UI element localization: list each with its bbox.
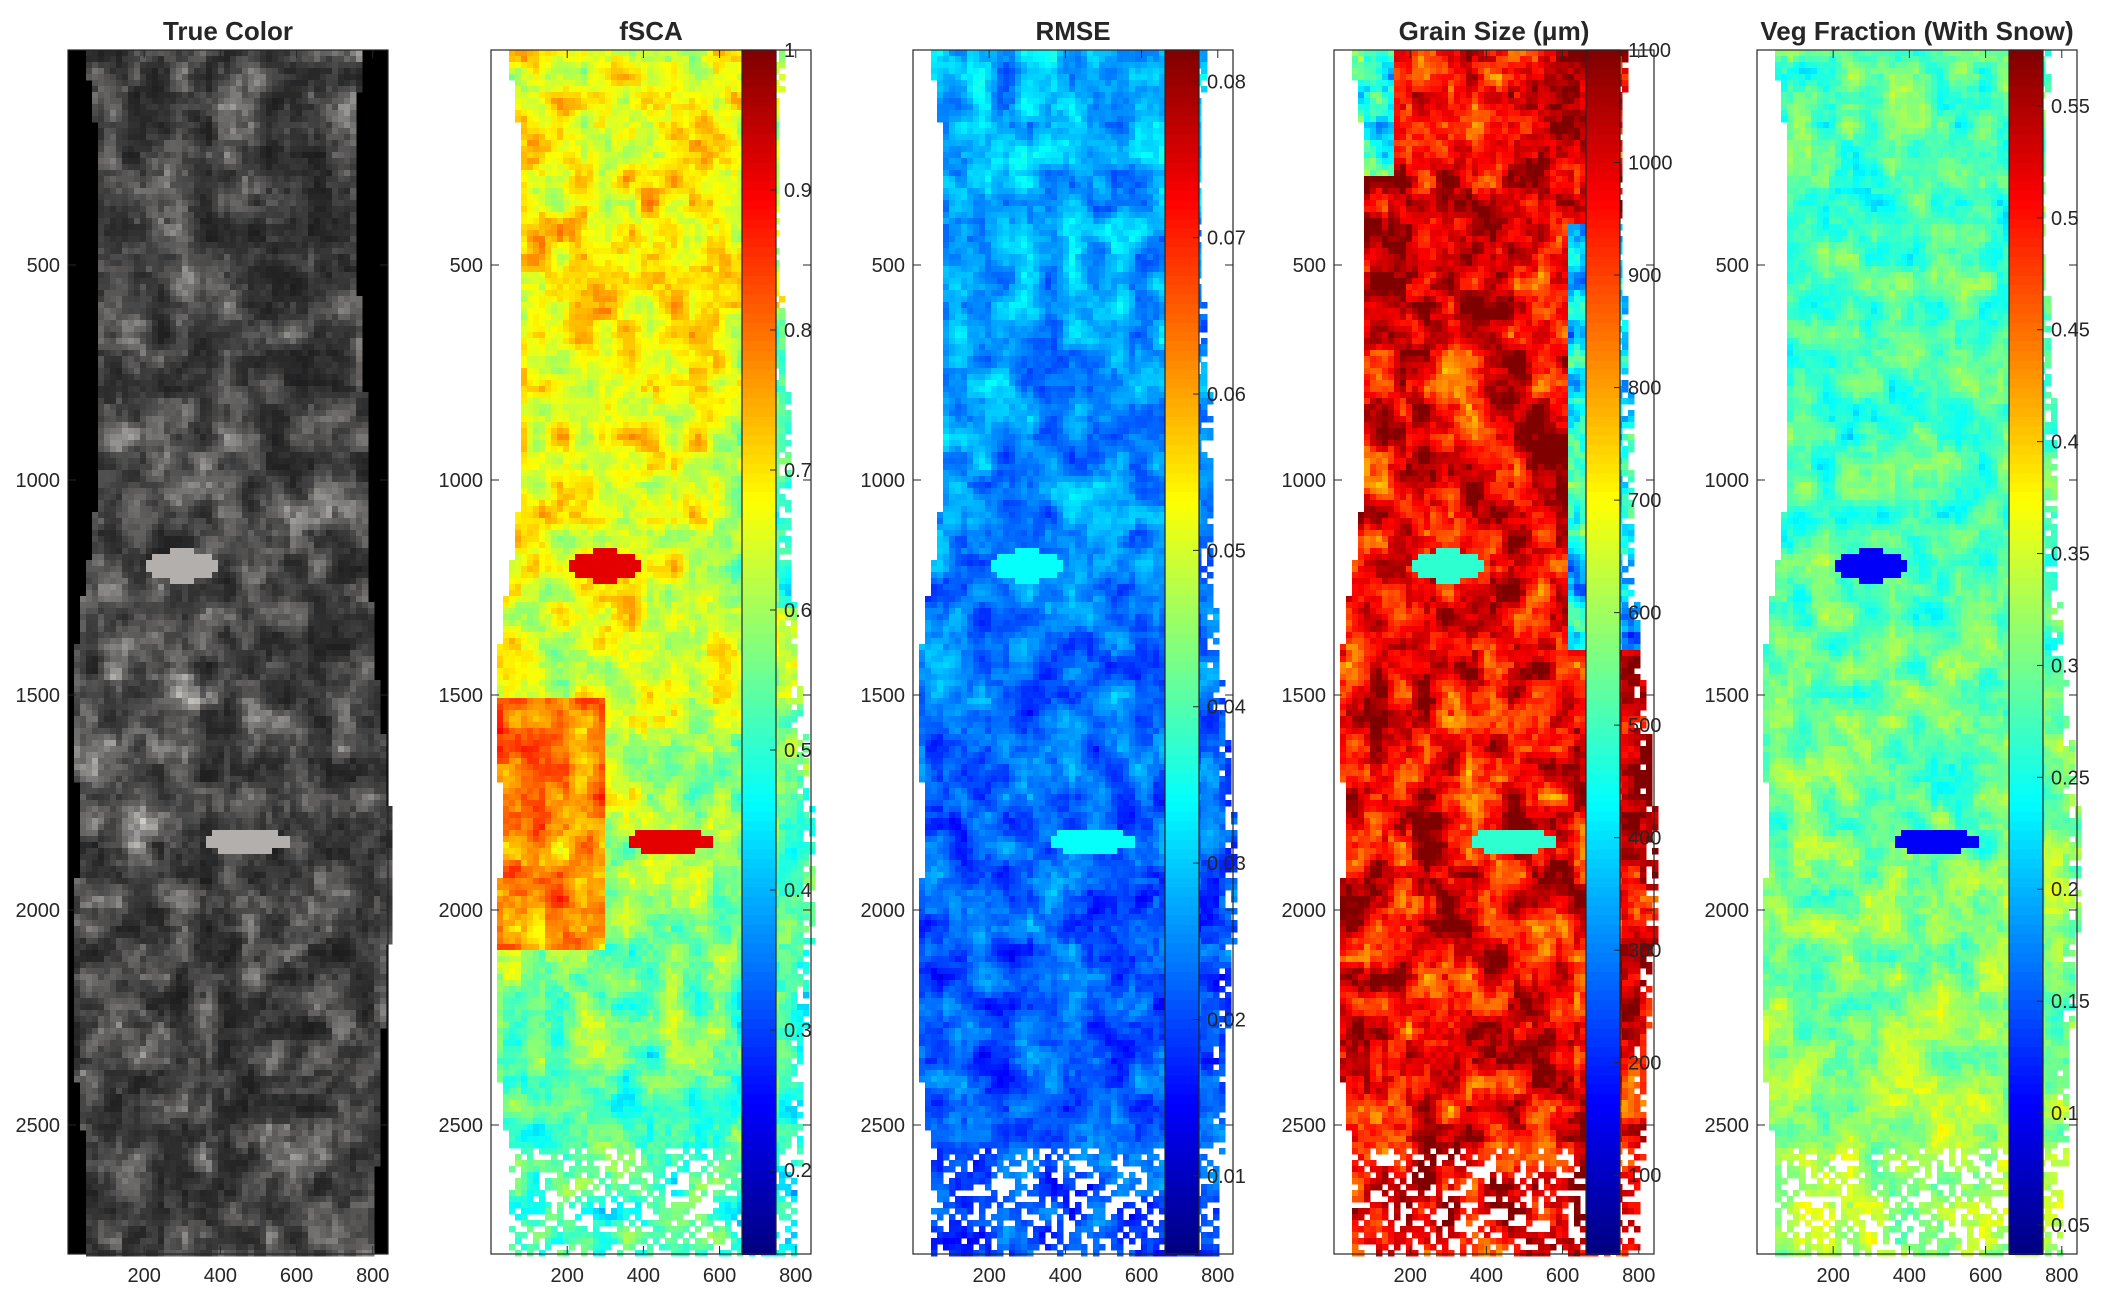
panel-3: RMSE 200 400 600 800 500 1000 1500 2000 2500 0.08 0… xyxy=(861,16,1246,1287)
y-tick-label: 2000 xyxy=(1282,900,1327,922)
colorbar-tick-label: 0.08 xyxy=(1207,71,1246,93)
y-tick-label: 2500 xyxy=(861,1115,906,1137)
x-tick-label: 200 xyxy=(551,1265,584,1287)
colorbar-tick-label: 0.3 xyxy=(784,1020,812,1042)
y-tick-label: 2000 xyxy=(861,900,906,922)
colorbar-tick-label: 0.05 xyxy=(1207,540,1246,562)
colorbar-tick-label: 600 xyxy=(1628,603,1661,625)
y-tick-label: 1500 xyxy=(439,685,484,707)
colorbar-tick-label: 0.01 xyxy=(1207,1166,1246,1188)
y-tick-label: 1000 xyxy=(861,470,906,492)
colorbar-tick-label: 0.1 xyxy=(2051,1103,2079,1125)
y-tick-label: 500 xyxy=(872,255,905,277)
y-tick-label: 1500 xyxy=(1282,685,1327,707)
colorbar-tick-label: 400 xyxy=(1628,828,1661,850)
y-tick-label: 2000 xyxy=(16,900,61,922)
panel-1-title: True Color xyxy=(163,16,293,46)
colorbar-tick-label: 0.45 xyxy=(2051,320,2090,342)
colorbar-tick-label: 0.2 xyxy=(2051,879,2079,901)
x-tick-label: 800 xyxy=(2045,1265,2078,1287)
y-tick-label: 500 xyxy=(27,255,60,277)
colorbar-tick-label: 0.25 xyxy=(2051,767,2090,789)
colorbar-tick-label: 300 xyxy=(1628,940,1661,962)
y-tick-label: 1000 xyxy=(439,470,484,492)
x-tick-label: 800 xyxy=(779,1265,812,1287)
colorbar-tick-label: 0.7 xyxy=(784,460,812,482)
y-tick-label: 1000 xyxy=(1282,470,1327,492)
colorbar-tick-label: 0.4 xyxy=(2051,432,2079,454)
colorbar-tick-label: 200 xyxy=(1628,1053,1661,1075)
y-tick-label: 1500 xyxy=(16,685,61,707)
panel-2-title: fSCA xyxy=(619,16,683,46)
x-tick-label: 600 xyxy=(1546,1265,1579,1287)
colorbar-tick-label: 0.5 xyxy=(784,740,812,762)
x-tick-label: 400 xyxy=(627,1265,660,1287)
y-tick-label: 500 xyxy=(1716,255,1749,277)
y-tick-label: 2500 xyxy=(16,1115,61,1137)
colorbar-tick-label: 800 xyxy=(1628,378,1661,400)
colorbar-tick-label: 0.03 xyxy=(1207,853,1246,875)
x-tick-label: 600 xyxy=(703,1265,736,1287)
colorbar-tick-label: 900 xyxy=(1628,265,1661,287)
colorbar-tick-label: 0.3 xyxy=(2051,655,2079,677)
x-tick-label: 600 xyxy=(280,1265,313,1287)
x-tick-label: 200 xyxy=(1394,1265,1427,1287)
x-tick-label: 200 xyxy=(973,1265,1006,1287)
x-tick-label: 800 xyxy=(356,1265,389,1287)
colorbar-tick-label: 1100 xyxy=(1628,40,1671,62)
colorbar-tick-label: 700 xyxy=(1628,490,1661,512)
x-tick-label: 600 xyxy=(1969,1265,2002,1287)
colorbar-tick-label: 0.55 xyxy=(2051,96,2090,118)
colorbar-tick-label: 0.8 xyxy=(784,320,812,342)
panel-3-title: RMSE xyxy=(1035,16,1110,46)
x-tick-label: 400 xyxy=(1470,1265,1503,1287)
colorbar-tick-label: 500 xyxy=(1628,715,1661,737)
x-tick-label: 400 xyxy=(204,1265,237,1287)
y-tick-label: 2500 xyxy=(439,1115,484,1137)
x-tick-label: 400 xyxy=(1893,1265,1926,1287)
y-tick-label: 2000 xyxy=(1705,900,1750,922)
x-tick-label: 400 xyxy=(1049,1265,1082,1287)
colorbar-tick-label: 0.5 xyxy=(2051,208,2079,230)
y-tick-label: 2500 xyxy=(1705,1115,1750,1137)
y-tick-label: 1500 xyxy=(1705,685,1750,707)
colorbar-tick-label: 0.9 xyxy=(784,180,812,202)
x-tick-label: 800 xyxy=(1201,1265,1234,1287)
x-tick-label: 200 xyxy=(128,1265,161,1287)
colorbar-tick-label: 100 xyxy=(1628,1165,1661,1187)
panel-4-title: Grain Size (μm) xyxy=(1399,16,1590,46)
y-tick-label: 1500 xyxy=(861,685,906,707)
x-tick-label: 800 xyxy=(1622,1265,1655,1287)
colorbar-tick-label: 0.07 xyxy=(1207,228,1246,250)
colorbar-tick-label: 0.6 xyxy=(784,600,812,622)
colorbar-tick-label: 1000 xyxy=(1628,153,1673,175)
panel-1-image xyxy=(68,50,393,1257)
y-tick-label: 2500 xyxy=(1282,1115,1327,1137)
colorbar-tick-label: 0.02 xyxy=(1207,1009,1246,1031)
panel-5: Veg Fraction (With Snow) 200 400 600 800 500 1… xyxy=(1705,16,2090,1287)
panel-5-title: Veg Fraction (With Snow) xyxy=(1760,16,2073,46)
colorbar-tick-label: 0.15 xyxy=(2051,991,2090,1013)
colorbar-tick-label: 0.35 xyxy=(2051,544,2090,566)
panel-4: Grain Size (μm) 200 400 600 800 500 1000 1500 20… xyxy=(1282,16,1673,1287)
y-tick-label: 1000 xyxy=(16,470,61,492)
colorbar-tick-label: 0.4 xyxy=(784,880,812,902)
x-tick-label: 200 xyxy=(1817,1265,1850,1287)
x-tick-label: 600 xyxy=(1125,1265,1158,1287)
y-tick-label: 2000 xyxy=(439,900,484,922)
colorbar-tick-label: 0.06 xyxy=(1207,384,1246,406)
colorbar-tick-label: 0.04 xyxy=(1207,697,1246,719)
colorbar-tick-label: 0.2 xyxy=(784,1160,812,1182)
y-tick-label: 500 xyxy=(450,255,483,277)
y-tick-label: 500 xyxy=(1293,255,1326,277)
colorbar-tick-label: 1 xyxy=(784,40,795,62)
y-tick-label: 1000 xyxy=(1705,470,1750,492)
panel-2: fSCA 200 400 600 800 500 1000 1500 2000 2500 1 0.9 0… xyxy=(439,16,816,1287)
panel-1: True Color 200 400 600 800 500 1000 1500 2000 250… xyxy=(16,16,393,1287)
colorbar-tick-label: 0.05 xyxy=(2051,1215,2090,1237)
